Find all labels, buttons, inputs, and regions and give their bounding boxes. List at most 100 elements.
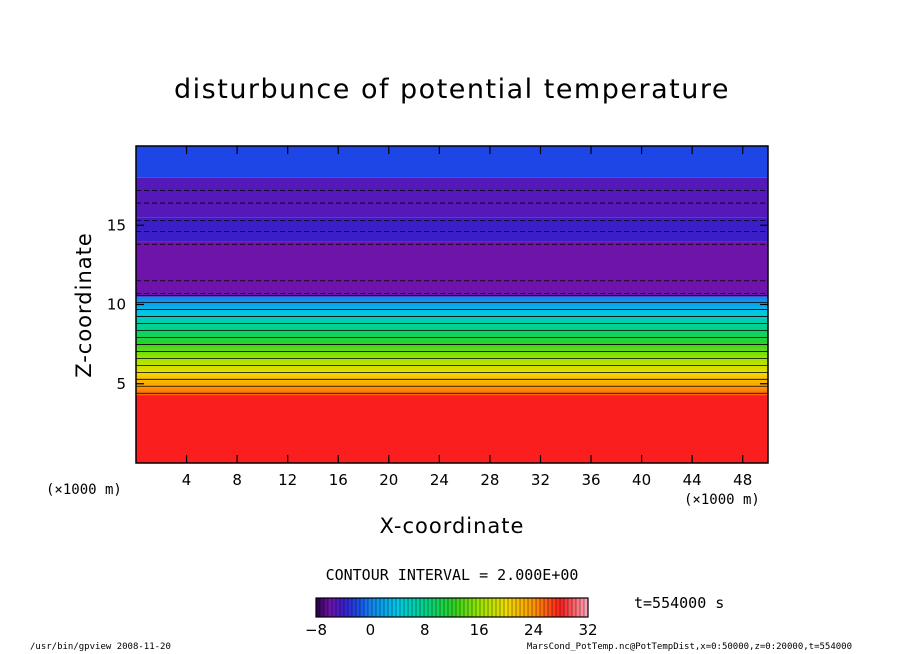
heatmap-band (136, 348, 768, 352)
colorbar: −8 0 8 16 24 32 (305, 597, 598, 639)
colorbar-cell (444, 598, 449, 617)
colorbar-cell (332, 598, 337, 617)
colorbar-cell (472, 598, 477, 617)
colorbar-cell (532, 598, 537, 617)
colorbar-cell (580, 598, 585, 617)
heatmap-band (136, 321, 768, 325)
colorbar-cell (340, 598, 345, 617)
colorbar-cell (408, 598, 413, 617)
heatmap-band (136, 318, 768, 322)
colorbar-cell (576, 598, 581, 617)
colorbar-cell (520, 598, 525, 617)
contour-lines (136, 189, 768, 394)
colorbar-cell (404, 598, 409, 617)
colorbar-cell (536, 598, 541, 617)
time-label: t=554000 s (634, 594, 725, 612)
x-tick-label: 40 (632, 471, 651, 489)
colorbar-cell (488, 598, 493, 617)
colorbar-cell (512, 598, 517, 617)
colorbar-cell (412, 598, 417, 617)
colorbar-cell (504, 598, 509, 617)
heatmap-band (136, 355, 768, 359)
colorbar-cell (460, 598, 465, 617)
heatmap-band (136, 394, 768, 463)
colorbar-cell (428, 598, 433, 617)
heatmap-band (136, 338, 768, 342)
colorbar-cell (384, 598, 389, 617)
x-tick-label: 20 (379, 471, 398, 489)
contour-interval-label: CONTOUR INTERVAL = 2.000E+00 (325, 566, 579, 584)
y-axis-label: Z-coordinate (72, 232, 96, 378)
heatmap-band (136, 375, 768, 379)
heatmap-band (136, 392, 768, 396)
heatmap-band (136, 357, 768, 361)
heatmap-band (136, 308, 768, 312)
x-tick-label: 32 (531, 471, 550, 489)
colorbar-cell (540, 598, 545, 617)
colorbar-cell (568, 598, 573, 617)
x-tick-label: 28 (480, 471, 499, 489)
chart-title: disturbunce of potential temperature (174, 74, 730, 105)
colorbar-cell (400, 598, 405, 617)
heatmap-band (136, 177, 768, 218)
colorbar-cell (552, 598, 557, 617)
x-tick-label: 12 (278, 471, 297, 489)
y-tick-label: 5 (116, 375, 126, 393)
heatmap-band (136, 296, 768, 300)
colorbar-cell (372, 598, 377, 617)
heatmap-band (136, 387, 768, 391)
heatmap-band (136, 389, 768, 393)
colorbar-cell (448, 598, 453, 617)
colorbar-tick-label: 0 (366, 621, 376, 639)
colorbar-cell (416, 598, 421, 617)
heatmap-band (136, 345, 768, 349)
colorbar-cell (548, 598, 553, 617)
x-tick-label: 4 (182, 471, 192, 489)
y-tick-label: 10 (107, 296, 126, 314)
heatmap-band (136, 299, 768, 302)
heatmap-band (136, 311, 768, 315)
colorbar-tick-label: −8 (305, 621, 327, 639)
colorbar-tick-label: 24 (524, 621, 543, 639)
heatmap-band (136, 323, 768, 327)
heatmap-band (136, 328, 768, 332)
colorbar-cell (316, 598, 321, 617)
colorbar-cell (464, 598, 469, 617)
x-unit-label: (×1000 m) (684, 492, 760, 508)
colorbar-cell (524, 598, 529, 617)
heatmap-band (136, 241, 768, 297)
x-tick-label: 36 (581, 471, 600, 489)
colorbar-cell (344, 598, 349, 617)
heatmap-band (136, 372, 768, 376)
colorbar-cell (496, 598, 501, 617)
heatmap-band (136, 217, 768, 242)
colorbar-cell (348, 598, 353, 617)
heatmap-band (136, 350, 768, 354)
heatmap-band (136, 146, 768, 178)
x-axis-label: X-coordinate (379, 514, 525, 538)
colorbar-cell (360, 598, 365, 617)
z-unit-label: (×1000 m) (46, 482, 122, 498)
heatmap-band (136, 313, 768, 317)
colorbar-cell (492, 598, 497, 617)
colorbar-cell (328, 598, 333, 617)
colorbar-cell (572, 598, 577, 617)
x-tick-label: 24 (430, 471, 449, 489)
colorbar-cell (480, 598, 485, 617)
colorbar-cell (352, 598, 357, 617)
heatmap-band (136, 382, 768, 386)
colorbar-cell (556, 598, 561, 617)
heatmap-band (136, 316, 768, 320)
colorbar-cell (564, 598, 569, 617)
colorbar-cell (396, 598, 401, 617)
colorbar-cell (584, 598, 589, 617)
colorbar-tick-label: 8 (420, 621, 430, 639)
heatmap-band (136, 353, 768, 357)
colorbar-cell (320, 598, 325, 617)
heatmap-band (136, 367, 768, 371)
heatmap-band (136, 340, 768, 344)
colorbar-cell (336, 598, 341, 617)
colorbar-cell (324, 598, 329, 617)
